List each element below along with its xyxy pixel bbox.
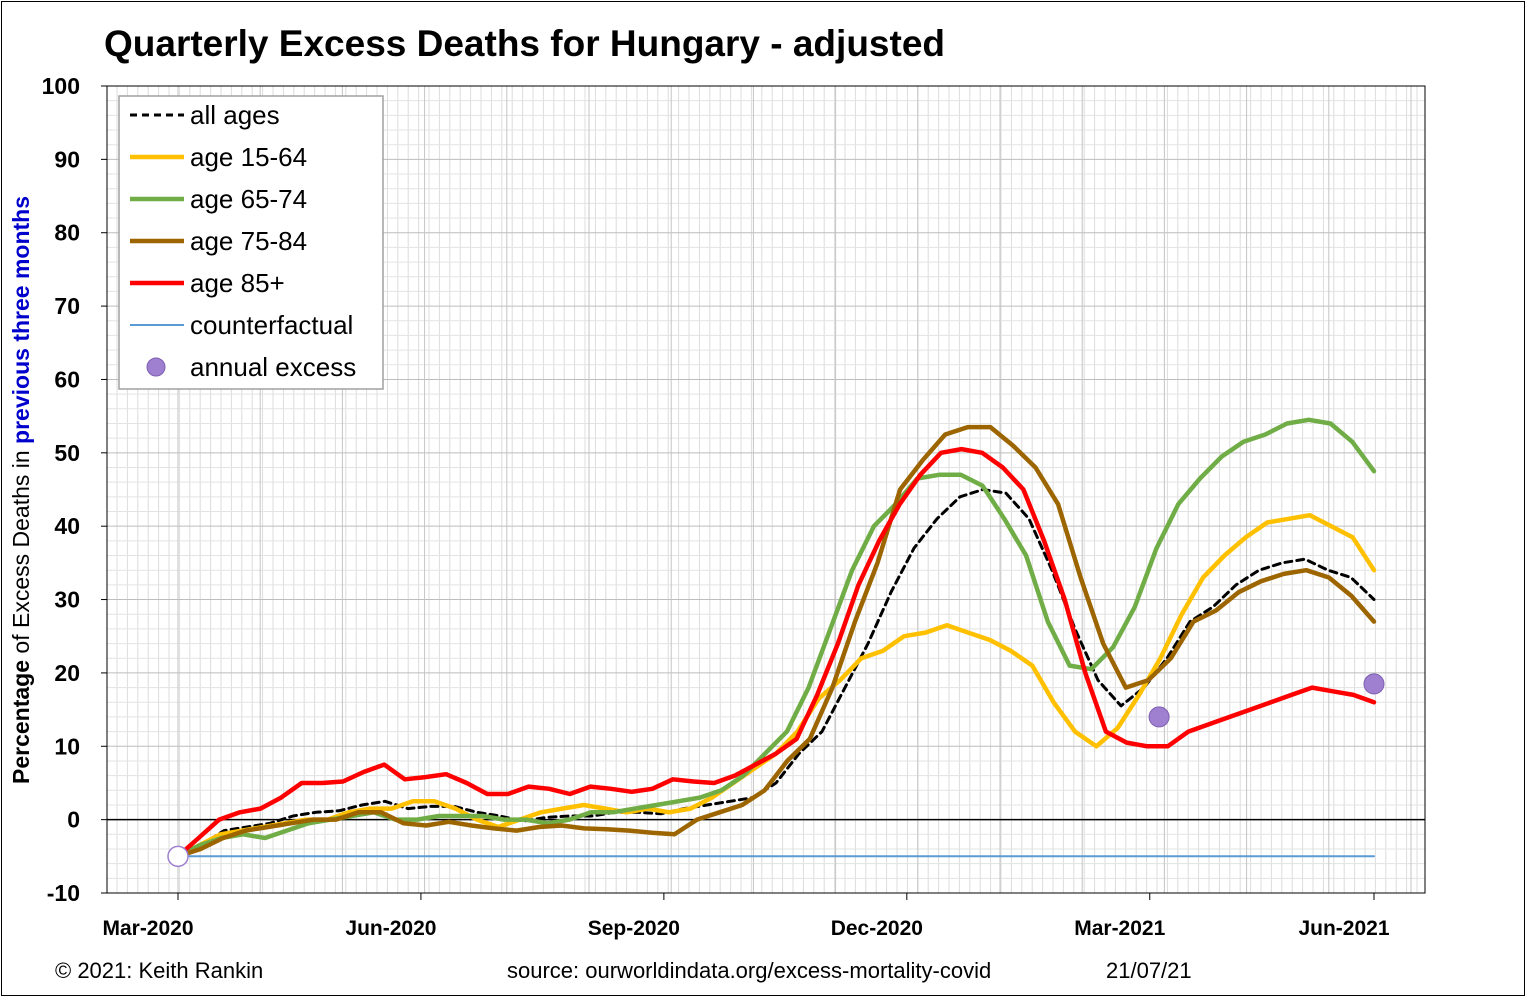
plot-area-border [106,85,1426,894]
y-tick-label: 100 [42,73,80,99]
y-tick-label: 90 [54,146,80,172]
y-tick-label: 70 [54,293,80,319]
y-tick-label: 0 [67,807,80,833]
y-tick-label: 20 [54,660,80,686]
x-tick-label: Jun-2021 [1298,917,1389,940]
x-tick-label: Mar-2020 [102,917,193,940]
x-tick-label: Jun-2020 [345,917,436,940]
x-tick-label: Mar-2021 [1074,917,1165,940]
chart-title: Quarterly Excess Deaths for Hungary - ad… [104,23,945,64]
y-tick-label: 40 [54,513,80,539]
y-tick-label: 10 [54,733,80,759]
y-tick-label: -10 [47,880,80,906]
series-line-age-75-84 [175,424,1377,859]
y-tick-label: 30 [54,587,80,613]
footer-source: source: ourworldindata.org/excess-mortal… [507,958,992,983]
legend-label: age 75-84 [190,226,307,256]
series-layer [175,417,1377,859]
series-line-age-65-74 [175,417,1377,859]
y-axis-label: Percentage of Excess Deaths in previous … [8,196,34,784]
legend-label: age 15-64 [190,142,307,172]
y-tick-label: 80 [54,220,80,246]
series-line-age-85- [175,446,1377,859]
y-axis-label-mid: of Excess Deaths in [8,444,34,660]
legend-label: all ages [190,100,280,130]
y-axis-label-bold: Percentage [8,660,34,784]
legend-swatch [146,357,166,377]
y-tick-label: 50 [54,440,80,466]
annual-excess-point [1363,673,1385,695]
x-axis-ticks: Mar-2020 Jun-2020 Sep-2020 Dec-2020 Mar-2021… [102,893,1390,940]
x-tick-label: Sep-2020 [588,917,680,940]
x-tick-label: Dec-2020 [831,917,923,940]
y-axis-ticks: -10 0 10 20 30 40 50 60 70 80 90 100 [42,73,107,906]
footer-date: 21/07/21 [1106,958,1192,983]
annual-excess-point [1148,706,1170,728]
annual-excess-points [167,673,1385,868]
legend-label: age 85+ [190,268,285,298]
legend: all ages age 15-64 age 65-74 age 75-84 age 8… [118,95,384,390]
annual-excess-point [167,845,189,868]
legend-label: age 65-74 [190,184,307,214]
legend-label: counterfactual [190,310,353,340]
series-line-all-ages [176,488,1376,858]
legend-items: all ages age 15-64 age 65-74 age 75-84 age 8… [130,100,356,382]
y-tick-label: 60 [54,366,80,392]
footer-copyright: © 2021: Keith Rankin [55,958,264,983]
legend-label: annual excess [190,352,356,382]
y-axis-label-highlight: previous three months [8,196,34,444]
